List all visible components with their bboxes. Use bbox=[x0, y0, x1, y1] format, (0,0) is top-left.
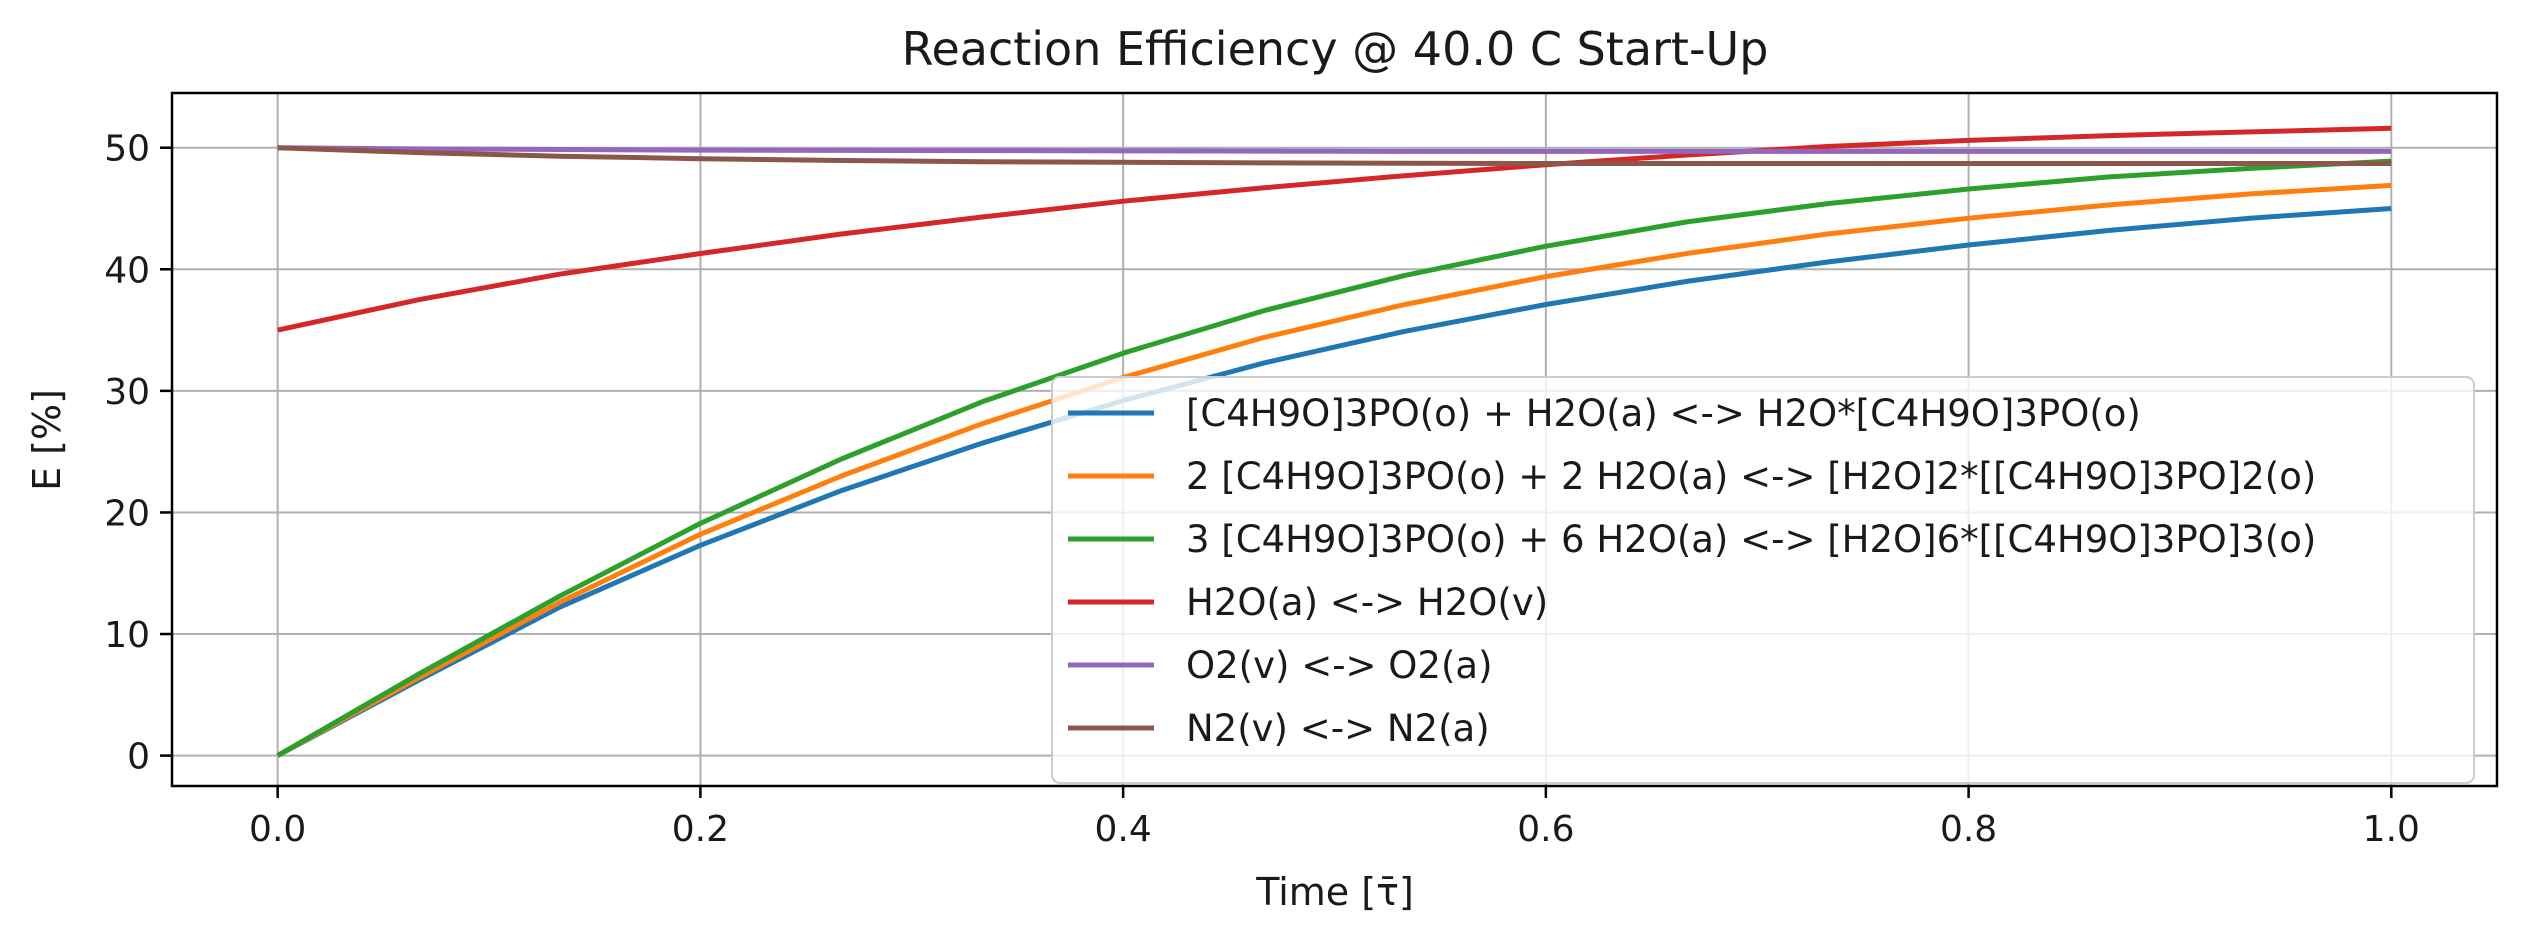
series-line-6 bbox=[277, 145, 2392, 166]
series-lines bbox=[276, 125, 2392, 758]
legend-entry-label: 3 [C4H9O]3PO(o) + 6 H2O(a) <-> [H2O]6*[[… bbox=[1186, 518, 2316, 561]
legend-entry-label: N2(v) <-> N2(a) bbox=[1186, 707, 1490, 750]
y-tick-label: 0 bbox=[127, 737, 150, 778]
series-line-2 bbox=[276, 182, 2392, 758]
y-tick-label: 40 bbox=[104, 250, 150, 291]
series-line-3 bbox=[276, 158, 2392, 758]
x-tick-label: 1.0 bbox=[2363, 809, 2420, 850]
plot-frame bbox=[170, 91, 2499, 788]
y-tick-label: 50 bbox=[104, 129, 150, 170]
legend-box bbox=[1051, 376, 2475, 784]
legend-entry-label: [C4H9O]3PO(o) + H2O(a) <-> H2O*[C4H9O]3P… bbox=[1186, 392, 2141, 435]
y-tick-label: 20 bbox=[104, 493, 150, 534]
legend-entry-label: O2(v) <-> O2(a) bbox=[1186, 644, 1493, 687]
x-tick-label: 0.4 bbox=[1095, 809, 1152, 850]
x-tick-label: 0.0 bbox=[249, 809, 306, 850]
y-tick-label: 10 bbox=[104, 615, 150, 656]
x-tick-label: 0.6 bbox=[1517, 809, 1574, 850]
chart-title: Reaction Efficiency @ 40.0 C Start-Up bbox=[902, 22, 1769, 76]
x-tick-label: 0.8 bbox=[1940, 809, 1997, 850]
y-tick-label: 30 bbox=[104, 372, 150, 413]
series-line-5 bbox=[277, 145, 2392, 154]
x-axis-ticks: 0.0 0.2 0.4 0.6 0.8 1.0 bbox=[249, 786, 2420, 850]
legend: [C4H9O]3PO(o) + H2O(a) <-> H2O*[C4H9O]3P… bbox=[1051, 376, 2475, 784]
y-axis-label: E [%] bbox=[25, 389, 69, 491]
series-line-1 bbox=[276, 206, 2392, 758]
legend-entry-label: H2O(a) <-> H2O(v) bbox=[1186, 581, 1548, 624]
x-axis-label: Time [τ̄] bbox=[1255, 870, 1414, 914]
series-line-4 bbox=[277, 125, 2392, 333]
x-tick-label: 0.2 bbox=[672, 809, 729, 850]
legend-entry-label: 2 [C4H9O]3PO(o) + 2 H2O(a) <-> [H2O]2*[[… bbox=[1186, 455, 2316, 498]
y-axis-ticks: 0 10 20 30 40 50 bbox=[104, 129, 172, 778]
